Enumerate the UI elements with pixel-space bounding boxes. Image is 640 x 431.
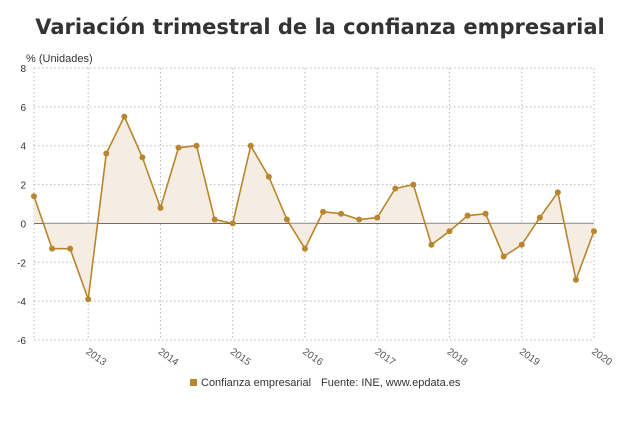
data-point xyxy=(193,142,200,149)
data-point xyxy=(121,113,128,120)
x-tick-labels: 2013 2014 2015 2016 2017 2018 2019 2020 xyxy=(83,346,614,368)
data-point xyxy=(572,276,579,283)
data-point xyxy=(500,253,507,260)
data-point xyxy=(410,181,417,188)
x-tick-label: 2015 xyxy=(228,346,253,368)
x-tick-label: 2018 xyxy=(445,346,470,368)
data-point xyxy=(175,144,182,151)
series-line xyxy=(33,114,595,300)
area-path xyxy=(34,116,594,300)
data-point xyxy=(482,210,489,217)
legend-label: Confianza empresarial xyxy=(201,377,311,389)
data-point xyxy=(103,150,110,157)
y-tick-label: -2 xyxy=(17,258,26,269)
y-tick-label: -4 xyxy=(17,297,26,308)
data-point xyxy=(464,212,471,219)
y-tick-label: 8 xyxy=(20,64,26,75)
data-point xyxy=(320,208,327,215)
data-point xyxy=(49,245,56,252)
series-polyline xyxy=(33,114,595,300)
data-point xyxy=(591,228,597,235)
data-point xyxy=(67,245,74,252)
legend: Confianza empresarial Fuente: INE, www.e… xyxy=(190,377,461,389)
data-point xyxy=(392,185,399,192)
x-tick-label: 2019 xyxy=(517,346,542,368)
data-points xyxy=(31,113,597,303)
data-point xyxy=(247,142,254,149)
data-point xyxy=(446,228,453,235)
y-tick-label: 4 xyxy=(20,142,26,153)
y-tick-label: 6 xyxy=(20,103,26,114)
data-point xyxy=(139,154,146,161)
data-point xyxy=(374,214,381,221)
x-tick-label: 2020 xyxy=(589,346,614,368)
y-axis-label: % (Unidades) xyxy=(26,53,93,65)
data-point xyxy=(338,210,345,217)
data-point xyxy=(31,193,37,200)
y-tick-label: -6 xyxy=(17,336,26,347)
y-tick-label: 2 xyxy=(20,181,26,192)
data-point xyxy=(554,189,561,196)
legend-swatch xyxy=(190,379,197,386)
x-tick-label: 2013 xyxy=(83,346,108,368)
data-point xyxy=(85,296,92,303)
data-point xyxy=(428,241,435,248)
chart-title: Variación trimestral de la confianza emp… xyxy=(35,15,604,39)
data-point xyxy=(211,216,218,223)
data-point xyxy=(283,216,290,223)
area-fill xyxy=(34,116,594,300)
data-point xyxy=(536,214,543,221)
data-point xyxy=(301,245,308,252)
y-tick-label: 0 xyxy=(20,219,26,230)
data-point xyxy=(356,216,363,223)
x-tick-label: 2016 xyxy=(300,346,325,368)
data-point xyxy=(265,173,272,180)
data-point xyxy=(157,204,164,211)
data-point xyxy=(229,220,236,227)
source-note: Fuente: INE, www.epdata.es xyxy=(321,377,461,389)
y-tick-labels: -6 -4 -2 0 2 4 6 8 xyxy=(17,64,26,347)
data-point xyxy=(518,241,525,248)
x-tick-label: 2017 xyxy=(373,346,398,368)
x-tick-label: 2014 xyxy=(156,346,181,368)
